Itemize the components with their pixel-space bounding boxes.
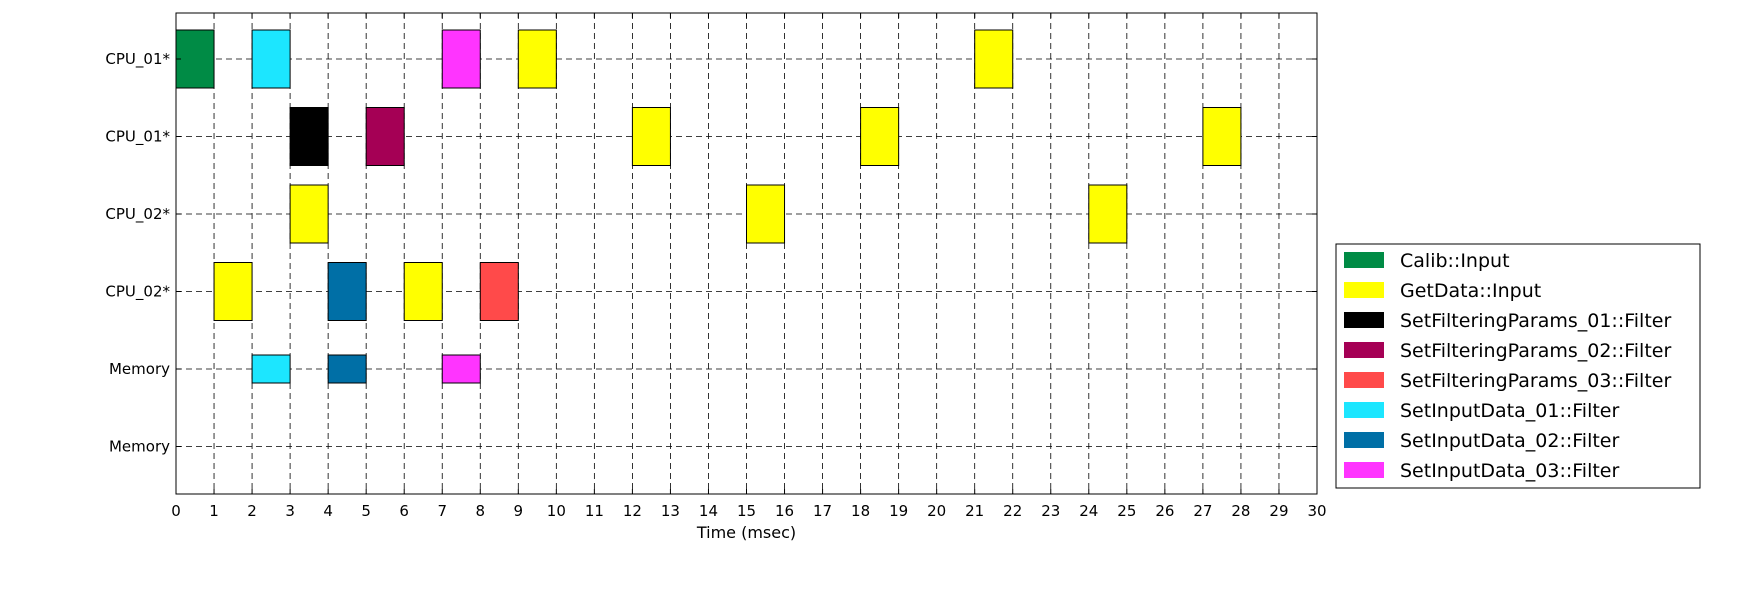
y-tick-label: CPU_01* bbox=[105, 50, 170, 69]
x-tick-label: 18 bbox=[851, 502, 870, 520]
task-bar bbox=[365, 107, 405, 166]
x-tick-label: 21 bbox=[965, 502, 984, 520]
task-bar bbox=[746, 184, 786, 244]
task-bar bbox=[175, 29, 215, 89]
x-tick-label: 17 bbox=[813, 502, 832, 520]
grid bbox=[176, 13, 1317, 494]
y-tick-label: CPU_01* bbox=[105, 128, 170, 147]
y-tick-label: Memory bbox=[109, 360, 170, 378]
task-bars bbox=[175, 29, 1242, 384]
x-tick-label: 23 bbox=[1041, 502, 1060, 520]
x-tick-label: 27 bbox=[1193, 502, 1212, 520]
x-tick-label: 8 bbox=[475, 502, 485, 520]
task-bar bbox=[327, 262, 367, 321]
x-axis-title: Time (msec) bbox=[696, 523, 796, 542]
task-bar bbox=[441, 29, 481, 89]
legend-label: SetFilteringParams_02::Filter bbox=[1400, 340, 1671, 362]
task-bar bbox=[327, 354, 367, 384]
y-tick-label: CPU_02* bbox=[105, 283, 170, 302]
x-tick-label: 28 bbox=[1231, 502, 1250, 520]
x-tick-label: 4 bbox=[323, 502, 333, 520]
x-tick-label: 19 bbox=[889, 502, 908, 520]
x-tick-label: 6 bbox=[399, 502, 409, 520]
x-tick-label: 10 bbox=[547, 502, 566, 520]
legend-label: Calib::Input bbox=[1400, 250, 1510, 272]
legend-swatch bbox=[1344, 432, 1384, 448]
x-tick-label: 20 bbox=[927, 502, 946, 520]
x-tick-label: 7 bbox=[437, 502, 447, 520]
legend-frame bbox=[1335, 243, 1701, 489]
x-tick-label: 16 bbox=[775, 502, 794, 520]
legend-label: SetFilteringParams_03::Filter bbox=[1400, 370, 1671, 392]
task-bar bbox=[631, 107, 671, 166]
x-tick-label: 24 bbox=[1079, 502, 1098, 520]
task-bar bbox=[251, 29, 291, 89]
x-tick-label: 29 bbox=[1269, 502, 1288, 520]
x-tick-label: 14 bbox=[699, 502, 718, 520]
task-bar bbox=[517, 29, 557, 89]
legend-swatch bbox=[1344, 252, 1384, 268]
legend-label: SetInputData_03::Filter bbox=[1400, 460, 1619, 482]
x-tick-label: 13 bbox=[661, 502, 680, 520]
legend-swatch bbox=[1344, 312, 1384, 328]
task-bar bbox=[479, 262, 519, 321]
x-tick-label: 11 bbox=[585, 502, 604, 520]
x-tick-label: 30 bbox=[1307, 502, 1326, 520]
x-tick-label: 3 bbox=[285, 502, 295, 520]
task-bar bbox=[289, 107, 329, 166]
x-tick-label: 1 bbox=[209, 502, 219, 520]
x-tick-label: 5 bbox=[361, 502, 371, 520]
x-axis: 0 1 2 3 4 5 6 7 8 9 10 11 12 13 14 15 16 17 18 19 20 21 22 23 24… bbox=[171, 13, 1327, 520]
legend-label: SetFilteringParams_01::Filter bbox=[1400, 310, 1671, 332]
task-bar bbox=[1088, 184, 1128, 244]
x-tick-label: 15 bbox=[737, 502, 756, 520]
y-tick-label: Memory bbox=[109, 438, 170, 456]
legend-label: SetInputData_01::Filter bbox=[1400, 400, 1619, 422]
task-bar bbox=[974, 29, 1014, 89]
task-bar bbox=[251, 354, 291, 384]
legend-swatch bbox=[1344, 282, 1384, 298]
legend-swatch bbox=[1344, 462, 1384, 478]
x-tick-label: 26 bbox=[1155, 502, 1174, 520]
x-tick-label: 0 bbox=[171, 502, 181, 520]
task-bar bbox=[1202, 107, 1242, 166]
y-axis: CPU_01* CPU_01* CPU_02* CPU_02* Memory Memory bbox=[105, 50, 1317, 456]
x-tick-label: 12 bbox=[623, 502, 642, 520]
task-bar bbox=[441, 354, 481, 384]
legend-swatch bbox=[1344, 342, 1384, 358]
x-tick-label: 2 bbox=[247, 502, 257, 520]
x-tick-label: 25 bbox=[1117, 502, 1136, 520]
y-tick-label: CPU_02* bbox=[105, 205, 170, 224]
task-bar bbox=[213, 262, 253, 321]
legend: Calib::InputGetData::InputSetFilteringPa… bbox=[1335, 243, 1701, 489]
legend-swatch bbox=[1344, 372, 1384, 388]
task-bar bbox=[289, 184, 329, 244]
x-tick-label: 22 bbox=[1003, 502, 1022, 520]
task-bar bbox=[403, 262, 443, 321]
legend-label: SetInputData_02::Filter bbox=[1400, 430, 1619, 452]
legend-swatch bbox=[1344, 402, 1384, 418]
task-bar bbox=[860, 107, 900, 166]
legend-label: GetData::Input bbox=[1400, 280, 1541, 302]
x-tick-label: 9 bbox=[514, 502, 524, 520]
